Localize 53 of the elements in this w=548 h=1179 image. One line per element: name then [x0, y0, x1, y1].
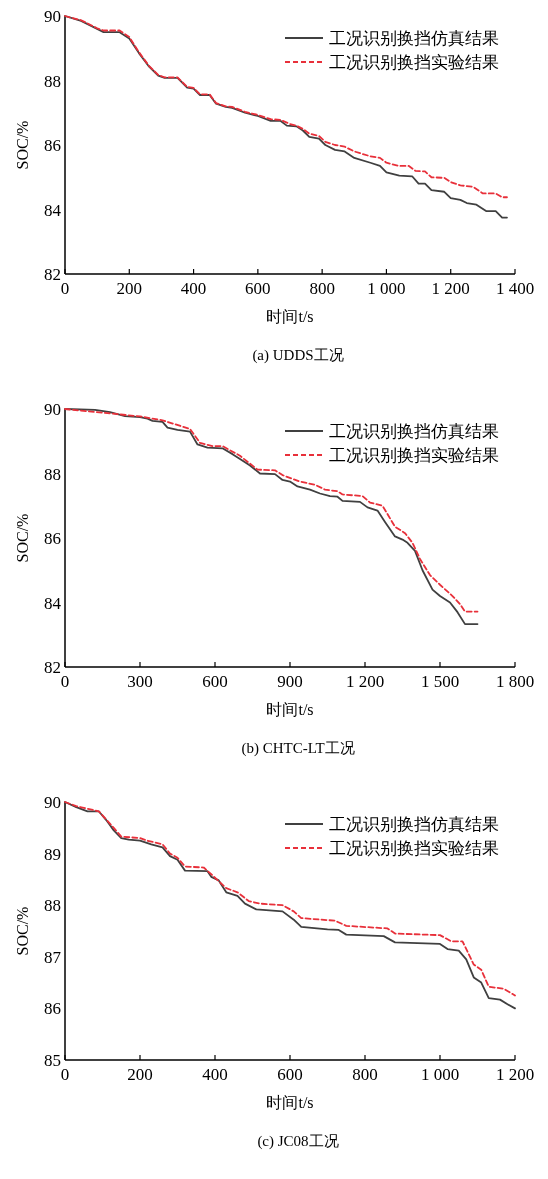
x-tick-label: 800	[309, 279, 335, 298]
x-tick-label: 1 400	[495, 279, 535, 298]
x-tick-label: 1 800	[495, 672, 535, 691]
x-tick-label: 200	[116, 279, 143, 298]
y-tick-label: 88	[44, 71, 61, 91]
y-tick-label: 90	[44, 793, 61, 812]
x-tick-label: 0	[60, 279, 70, 298]
x-tick-label: 200	[127, 1065, 153, 1084]
x-tick-label: 1 200	[431, 279, 470, 298]
x-tick-label: 0	[60, 1065, 70, 1084]
legend-label: 工况识别换挡实验结果	[329, 446, 499, 465]
y-tick-label: 82	[44, 265, 61, 284]
y-tick-label: 85	[44, 1051, 61, 1070]
x-tick-label: 900	[277, 672, 303, 691]
y-tick-label: 86	[44, 529, 61, 548]
legend-label: 工况识别换挡仿真结果	[329, 29, 499, 48]
y-tick-label: 90	[44, 7, 61, 26]
x-axis-title: 时间t/s	[266, 1094, 314, 1111]
y-tick-label: 84	[44, 593, 62, 613]
x-axis-title: 时间t/s	[266, 701, 314, 718]
y-tick-label: 84	[44, 200, 62, 220]
x-axis-title: 时间t/s	[266, 308, 314, 325]
x-tick-label: 0	[60, 672, 70, 691]
x-tick-label: 600	[245, 279, 271, 298]
y-tick-label: 88	[44, 464, 61, 484]
x-tick-label: 300	[127, 672, 153, 691]
y-tick-label: 82	[44, 658, 61, 677]
x-tick-label: 1 200	[345, 672, 385, 691]
text: (c) JC08工况	[257, 1133, 339, 1150]
y-axis-title: SOC/%	[14, 906, 31, 956]
y-tick-label: 86	[44, 136, 61, 155]
legend-label: 工况识别换挡仿真结果	[329, 815, 499, 834]
text: (a) UDDS工况	[252, 347, 344, 364]
x-tick-label: 600	[202, 672, 228, 691]
x-tick-label: 1 000	[420, 1065, 460, 1084]
x-tick-label: 1 000	[367, 279, 406, 298]
legend-label: 工况识别换挡实验结果	[329, 839, 499, 858]
text: (b) CHTC-LT工况	[241, 740, 355, 757]
x-tick-label: 400	[202, 1065, 228, 1084]
y-tick-label: 89	[44, 844, 61, 864]
y-tick-label: 90	[44, 400, 61, 419]
y-axis-title: SOC/%	[14, 120, 31, 170]
y-axis-title: SOC/%	[14, 513, 31, 563]
x-tick-label: 1 500	[420, 672, 460, 691]
y-tick-label: 86	[44, 999, 61, 1019]
legend-label: 工况识别换挡仿真结果	[329, 422, 499, 441]
y-tick-label: 87	[44, 947, 62, 967]
x-tick-label: 400	[180, 279, 207, 298]
x-tick-label: 600	[277, 1065, 303, 1084]
legend-label: 工况识别换挡实验结果	[329, 53, 499, 72]
y-tick-label: 88	[44, 896, 61, 916]
x-tick-label: 800	[352, 1065, 378, 1084]
x-tick-label: 1 200	[495, 1065, 535, 1084]
